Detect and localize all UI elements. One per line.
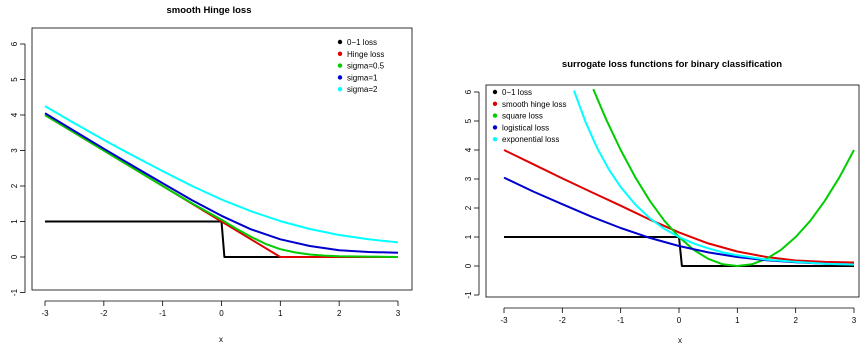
legend-label-4: sigma=1 bbox=[347, 73, 378, 82]
legend-marker-4 bbox=[492, 125, 498, 130]
legend-label-2: Hinge loss bbox=[347, 50, 384, 59]
y-tick-label: 0 bbox=[10, 254, 19, 259]
x-tick-label: 2 bbox=[793, 316, 798, 325]
legend-marker-3 bbox=[337, 63, 343, 68]
y-tick-label: 2 bbox=[464, 205, 473, 210]
series-line-3 bbox=[592, 88, 855, 267]
x-tick-label: 1 bbox=[278, 309, 283, 318]
legend-marker-1 bbox=[337, 39, 343, 45]
plot-frame bbox=[485, 84, 860, 298]
y-tick-label: 5 bbox=[464, 118, 473, 123]
y-tick-label: 0 bbox=[464, 263, 473, 268]
legend-label-1: 0−1 loss bbox=[347, 38, 377, 47]
y-tick-label: 1 bbox=[464, 234, 473, 239]
chart-panel-2: surrogate loss functions for binary clas… bbox=[464, 59, 860, 345]
legend: 0−1 loss Hinge loss sigma=0.5 sigma=1 sigma=… bbox=[337, 38, 385, 94]
legend-label-3: sigma=0.5 bbox=[347, 62, 385, 71]
x-tick-label: -3 bbox=[41, 309, 49, 318]
y-tick-label: -1 bbox=[464, 291, 473, 299]
y-tick-label: 3 bbox=[464, 176, 473, 181]
x-tick-label: 0 bbox=[677, 316, 682, 325]
legend-marker-5 bbox=[492, 137, 498, 142]
series-line-4 bbox=[44, 112, 399, 254]
series-line-5 bbox=[44, 105, 399, 244]
series-line-5 bbox=[573, 90, 855, 266]
y-tick-label: 3 bbox=[10, 148, 19, 153]
chart-panel-1: smooth Hinge loss -3 -2 -1 0 1 2 3 x -1 0 1 2 3 4 5 6 0−1… bbox=[10, 5, 413, 344]
chart-title: smooth Hinge loss bbox=[167, 5, 252, 16]
legend-label-1: 0−1 loss bbox=[502, 88, 532, 97]
series-group bbox=[44, 105, 399, 258]
legend: 0−1 loss smooth hinge loss square loss logi… bbox=[492, 88, 566, 144]
series-line-1 bbox=[504, 236, 854, 267]
y-tick-label: 6 bbox=[464, 89, 473, 94]
plot-frame bbox=[31, 27, 413, 291]
legend-label-3: square loss bbox=[502, 112, 543, 121]
legend-marker-2 bbox=[492, 101, 498, 107]
series-line-3 bbox=[44, 114, 399, 258]
x-tick-label: -1 bbox=[159, 309, 167, 318]
y-tick-label: -1 bbox=[10, 288, 19, 296]
x-axis-label: x bbox=[678, 336, 682, 345]
x-tick-label: -2 bbox=[100, 309, 108, 318]
series-group bbox=[503, 88, 855, 267]
legend-label-2: smooth hinge loss bbox=[502, 100, 566, 109]
x-tick-label: -3 bbox=[500, 316, 508, 325]
y-tick-label: 4 bbox=[10, 112, 19, 117]
y-tick-label: 6 bbox=[10, 41, 19, 46]
legend-label-5: sigma=2 bbox=[347, 85, 378, 94]
y-tick-label: 5 bbox=[10, 77, 19, 82]
x-tick-label: 1 bbox=[735, 316, 740, 325]
legend-marker-3 bbox=[492, 113, 498, 118]
y-tick-label: 2 bbox=[10, 183, 19, 188]
series-line-1 bbox=[45, 220, 398, 258]
legend-marker-5 bbox=[337, 87, 343, 92]
legend-label-4: logistical loss bbox=[502, 123, 549, 132]
x-tick-label: 2 bbox=[337, 309, 342, 318]
x-tick-label: 3 bbox=[852, 316, 857, 325]
x-tick-label: -1 bbox=[617, 316, 625, 325]
chart-title: surrogate loss functions for binary clas… bbox=[562, 59, 782, 70]
y-tick-label: 1 bbox=[10, 219, 19, 224]
x-tick-label: 3 bbox=[396, 309, 401, 318]
x-tick-label: 0 bbox=[219, 309, 224, 318]
legend-label-5: exponential loss bbox=[502, 135, 559, 144]
x-tick-label: -2 bbox=[559, 316, 567, 325]
x-axis-label: x bbox=[219, 335, 223, 344]
series-line-2 bbox=[503, 149, 855, 264]
y-tick-label: 4 bbox=[464, 147, 473, 152]
legend-marker-2 bbox=[337, 51, 343, 56]
legend-marker-4 bbox=[337, 75, 343, 80]
series-line-4 bbox=[503, 176, 855, 266]
legend-marker-1 bbox=[492, 89, 498, 95]
